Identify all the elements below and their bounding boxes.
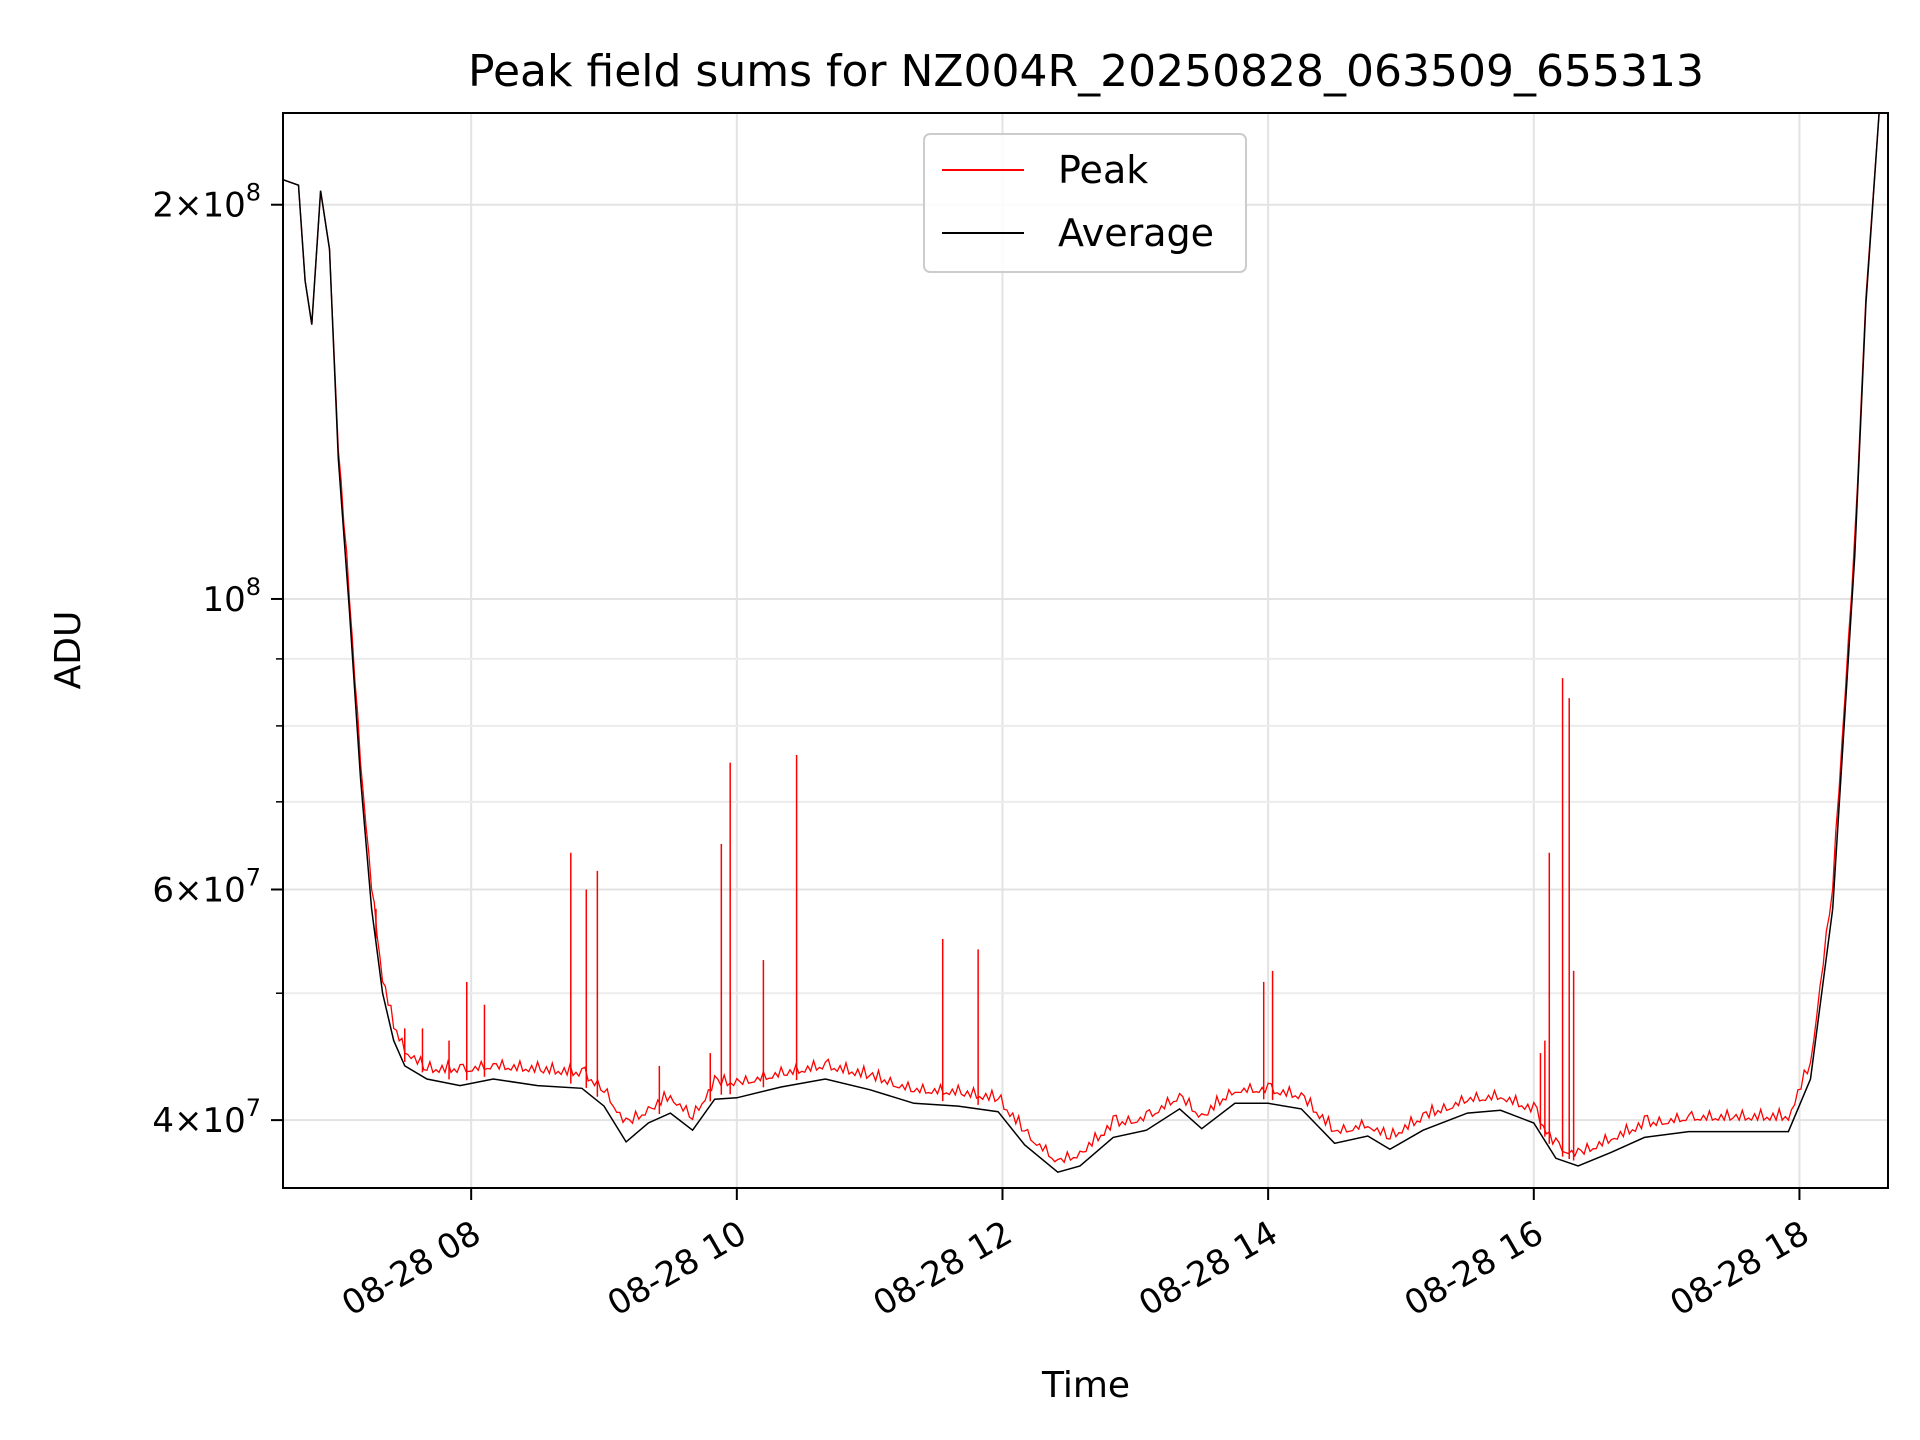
y-axis-title: ADU: [48, 611, 89, 690]
y-tick-label: 108: [202, 573, 261, 620]
legend-box: [923, 133, 1247, 273]
legend-peak-label: Peak: [1058, 148, 1148, 192]
y-axis: 4×107 6×107 108 2×108: [152, 179, 283, 1141]
average-series-line: [283, 113, 1888, 1174]
legend: Peak Average: [923, 133, 1247, 273]
y-tick-label: 4×107: [152, 1094, 261, 1141]
y-tick-label: 2×108: [152, 179, 261, 226]
series-layer: [283, 113, 1888, 1174]
legend-average-label: Average: [1058, 211, 1214, 255]
plot-frame: [282, 112, 1889, 1189]
peak-series-line: [283, 113, 1888, 1164]
x-axis-title: Time: [1041, 1365, 1130, 1406]
y-tick-label: 6×107: [152, 864, 261, 911]
chart-title: Peak field sums for NZ004R_20250828_0635…: [468, 46, 1704, 97]
